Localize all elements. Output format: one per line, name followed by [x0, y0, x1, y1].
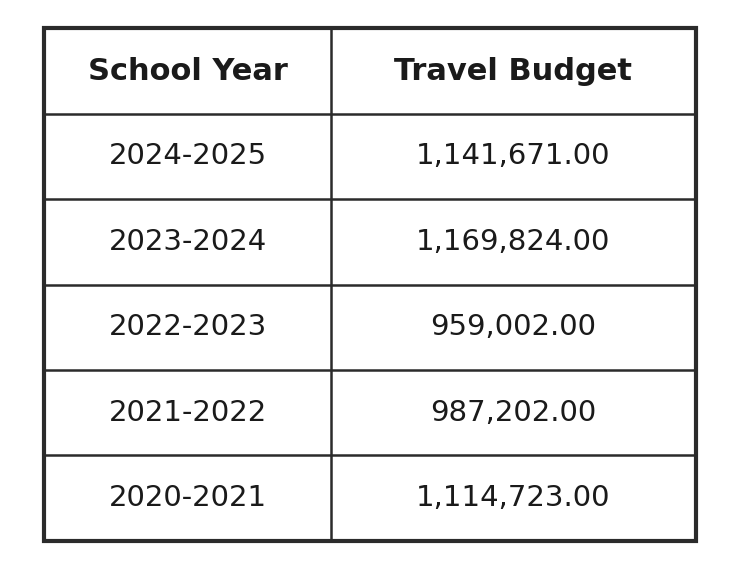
Text: 959,002.00: 959,002.00	[430, 313, 596, 341]
Text: Travel Budget: Travel Budget	[394, 57, 632, 85]
Text: 2022-2023: 2022-2023	[109, 313, 267, 341]
Text: 1,169,824.00: 1,169,824.00	[416, 228, 610, 256]
Text: 2021-2022: 2021-2022	[109, 398, 267, 427]
Bar	[44, 28, 696, 541]
Text: 1,114,723.00: 1,114,723.00	[416, 484, 610, 512]
Text: 1,141,671.00: 1,141,671.00	[416, 142, 610, 171]
Text: 2020-2021: 2020-2021	[109, 484, 266, 512]
Bar	[44, 28, 696, 541]
Text: 2023-2024: 2023-2024	[109, 228, 267, 256]
Text: 987,202.00: 987,202.00	[430, 398, 596, 427]
Text: School Year: School Year	[88, 57, 288, 85]
Text: 2024-2025: 2024-2025	[109, 142, 266, 171]
